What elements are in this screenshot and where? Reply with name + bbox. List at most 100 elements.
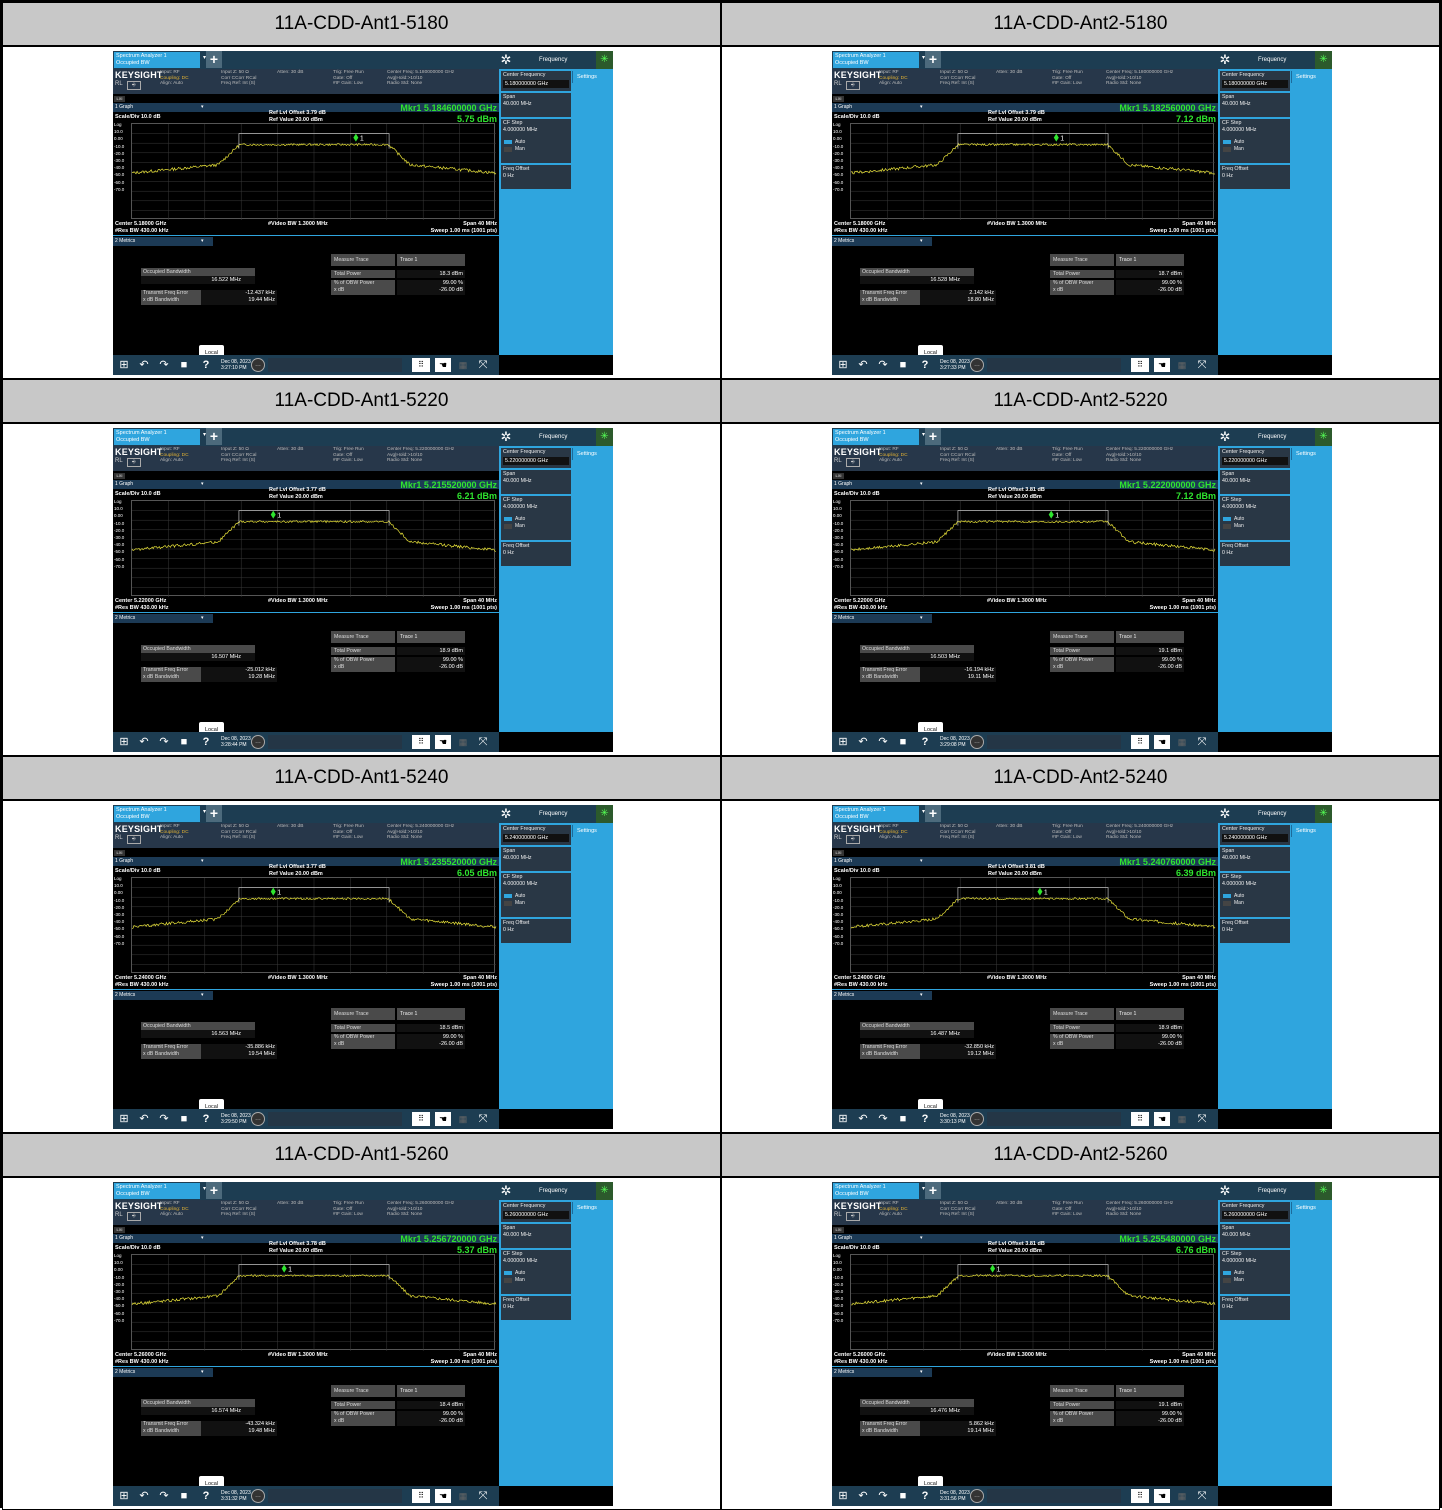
cf-man[interactable]: Man (515, 146, 525, 152)
settings-tab[interactable]: Settings (1291, 1202, 1331, 1214)
graph-dropdown-icon[interactable]: ▾ (201, 858, 204, 864)
cf-man[interactable]: Man (1234, 900, 1244, 906)
spectrum-plot[interactable]: 1 (850, 500, 1216, 597)
folder-icon[interactable]: ■ (899, 1490, 907, 1502)
metrics-header[interactable]: 2 Metrics ▾ (832, 1368, 932, 1377)
tab-dropdown-icon[interactable]: ▾ (922, 809, 926, 815)
windows-icon[interactable]: ⊞ (119, 1490, 129, 1502)
folder-icon[interactable]: ■ (180, 359, 188, 371)
undo-icon[interactable]: ↶ (139, 1490, 149, 1502)
graph-dropdown-icon[interactable]: ▾ (201, 104, 204, 110)
undo-icon[interactable]: ↶ (139, 1113, 149, 1125)
fullscreen-icon[interactable]: ⤧ (478, 736, 488, 748)
folder-icon[interactable]: ■ (180, 1113, 188, 1125)
touch-icon[interactable]: ☚ (1154, 1489, 1170, 1503)
redo-icon[interactable]: ↷ (878, 736, 888, 748)
help-icon[interactable]: ? (202, 1113, 210, 1125)
windows-icon[interactable]: ⊞ (838, 736, 848, 748)
cf-man[interactable]: Man (1234, 1277, 1244, 1283)
rotate-knob-icon[interactable]: ✳ (596, 805, 613, 823)
span-key[interactable]: Span 40.000 MHz (501, 847, 571, 871)
spectrum-plot[interactable]: 1 (131, 123, 497, 220)
graph-header[interactable]: 1 Graph ▾ (113, 480, 499, 489)
measure-trace-select[interactable]: Trace 1 (1116, 254, 1184, 266)
gear-icon[interactable]: ✲ (1219, 806, 1231, 821)
graph-header[interactable]: 1 Graph ▾ (113, 857, 499, 866)
touch-icon[interactable]: ☚ (435, 1112, 451, 1126)
rotate-knob-icon[interactable]: ✳ (1315, 1182, 1332, 1200)
chat-icon[interactable]: … (251, 1112, 265, 1126)
keyboard-icon[interactable]: ⠿ (412, 1489, 430, 1503)
redo-icon[interactable]: ↷ (159, 736, 169, 748)
freq-offset-key[interactable]: Freq Offset 0 Hz (1220, 919, 1290, 943)
graph-dropdown-icon[interactable]: ▾ (920, 1235, 923, 1241)
redo-icon[interactable]: ↷ (878, 359, 888, 371)
windows-icon[interactable]: ⊞ (838, 1113, 848, 1125)
cf-man[interactable]: Man (515, 523, 525, 529)
undo-icon[interactable]: ↶ (858, 1113, 868, 1125)
tab-dropdown-icon[interactable]: ▾ (922, 55, 926, 61)
freq-offset-key[interactable]: Freq Offset 0 Hz (1220, 165, 1290, 189)
freq-offset-key[interactable]: Freq Offset 0 Hz (501, 919, 571, 943)
center-frequency-input[interactable]: 5.220000000 GHz (503, 457, 569, 465)
tab-spectrum-analyzer[interactable]: Spectrum Analyzer 1 Occupied BW (114, 806, 200, 822)
settings-tab[interactable]: Settings (1291, 825, 1331, 837)
settings-tab[interactable]: Settings (572, 71, 612, 83)
center-frequency-input[interactable]: 5.260000000 GHz (1222, 1211, 1288, 1219)
help-icon[interactable]: ? (921, 359, 929, 371)
metrics-header[interactable]: 2 Metrics ▾ (113, 614, 213, 623)
chat-icon[interactable]: … (970, 1112, 984, 1126)
grid-icon[interactable]: ▦ (1177, 1491, 1187, 1501)
add-screen-button[interactable]: + (925, 1182, 941, 1199)
freq-offset-key[interactable]: Freq Offset 0 Hz (501, 542, 571, 566)
cf-man[interactable]: Man (1234, 146, 1244, 152)
help-icon[interactable]: ? (202, 359, 210, 371)
fullscreen-icon[interactable]: ⤧ (1197, 359, 1207, 371)
span-key[interactable]: Span 40.000 MHz (501, 93, 571, 117)
rotate-knob-icon[interactable]: ✳ (596, 51, 613, 69)
gear-icon[interactable]: ✲ (500, 52, 512, 67)
fullscreen-icon[interactable]: ⤧ (478, 359, 488, 371)
touch-icon[interactable]: ☚ (435, 735, 451, 749)
spectrum-plot[interactable]: 1 (131, 500, 497, 597)
measure-trace-select[interactable]: Trace 1 (397, 1008, 465, 1020)
tab-spectrum-analyzer[interactable]: Spectrum Analyzer 1 Occupied BW (833, 52, 919, 68)
graph-dropdown-icon[interactable]: ▾ (201, 481, 204, 487)
cf-step-key[interactable]: CF Step 4.000000 MHz (1220, 873, 1290, 917)
help-icon[interactable]: ? (921, 1490, 929, 1502)
grid-icon[interactable]: ▦ (458, 737, 468, 747)
gear-icon[interactable]: ✲ (1219, 1183, 1231, 1198)
spectrum-plot[interactable]: 1 (850, 123, 1216, 220)
metrics-dropdown-icon[interactable]: ▾ (920, 238, 923, 244)
keyboard-icon[interactable]: ⠿ (412, 735, 430, 749)
add-screen-button[interactable]: + (206, 1182, 222, 1199)
fullscreen-icon[interactable]: ⤧ (1197, 1113, 1207, 1125)
metrics-dropdown-icon[interactable]: ▾ (201, 992, 204, 998)
settings-tab[interactable]: Settings (1291, 71, 1331, 83)
span-key[interactable]: Span 40.000 MHz (1220, 93, 1290, 117)
tab-spectrum-analyzer[interactable]: Spectrum Analyzer 1 Occupied BW (114, 52, 200, 68)
cf-step-key[interactable]: CF Step 4.000000 MHz (501, 873, 571, 917)
touch-icon[interactable]: ☚ (1154, 735, 1170, 749)
graph-header[interactable]: 1 Graph ▾ (832, 857, 1218, 866)
span-key[interactable]: Span 40.000 MHz (1220, 847, 1290, 871)
metrics-dropdown-icon[interactable]: ▾ (201, 615, 204, 621)
rotate-knob-icon[interactable]: ✳ (596, 1182, 613, 1200)
help-icon[interactable]: ? (202, 1490, 210, 1502)
windows-icon[interactable]: ⊞ (838, 359, 848, 371)
center-frequency-input[interactable]: 5.240000000 GHz (1222, 834, 1288, 842)
span-key[interactable]: Span 40.000 MHz (1220, 470, 1290, 494)
add-screen-button[interactable]: + (925, 428, 941, 445)
help-icon[interactable]: ? (921, 1113, 929, 1125)
freq-offset-key[interactable]: Freq Offset 0 Hz (501, 1296, 571, 1320)
graph-dropdown-icon[interactable]: ▾ (201, 1235, 204, 1241)
spectrum-plot[interactable]: 1 (850, 877, 1216, 974)
rotate-knob-icon[interactable]: ✳ (596, 428, 613, 446)
tab-dropdown-icon[interactable]: ▾ (203, 809, 207, 815)
metrics-dropdown-icon[interactable]: ▾ (920, 1369, 923, 1375)
settings-tab[interactable]: Settings (572, 448, 612, 460)
measure-trace-select[interactable]: Trace 1 (1116, 1008, 1184, 1020)
windows-icon[interactable]: ⊞ (119, 359, 129, 371)
frequency-menu[interactable]: Frequency (529, 1183, 599, 1199)
graph-dropdown-icon[interactable]: ▾ (920, 481, 923, 487)
